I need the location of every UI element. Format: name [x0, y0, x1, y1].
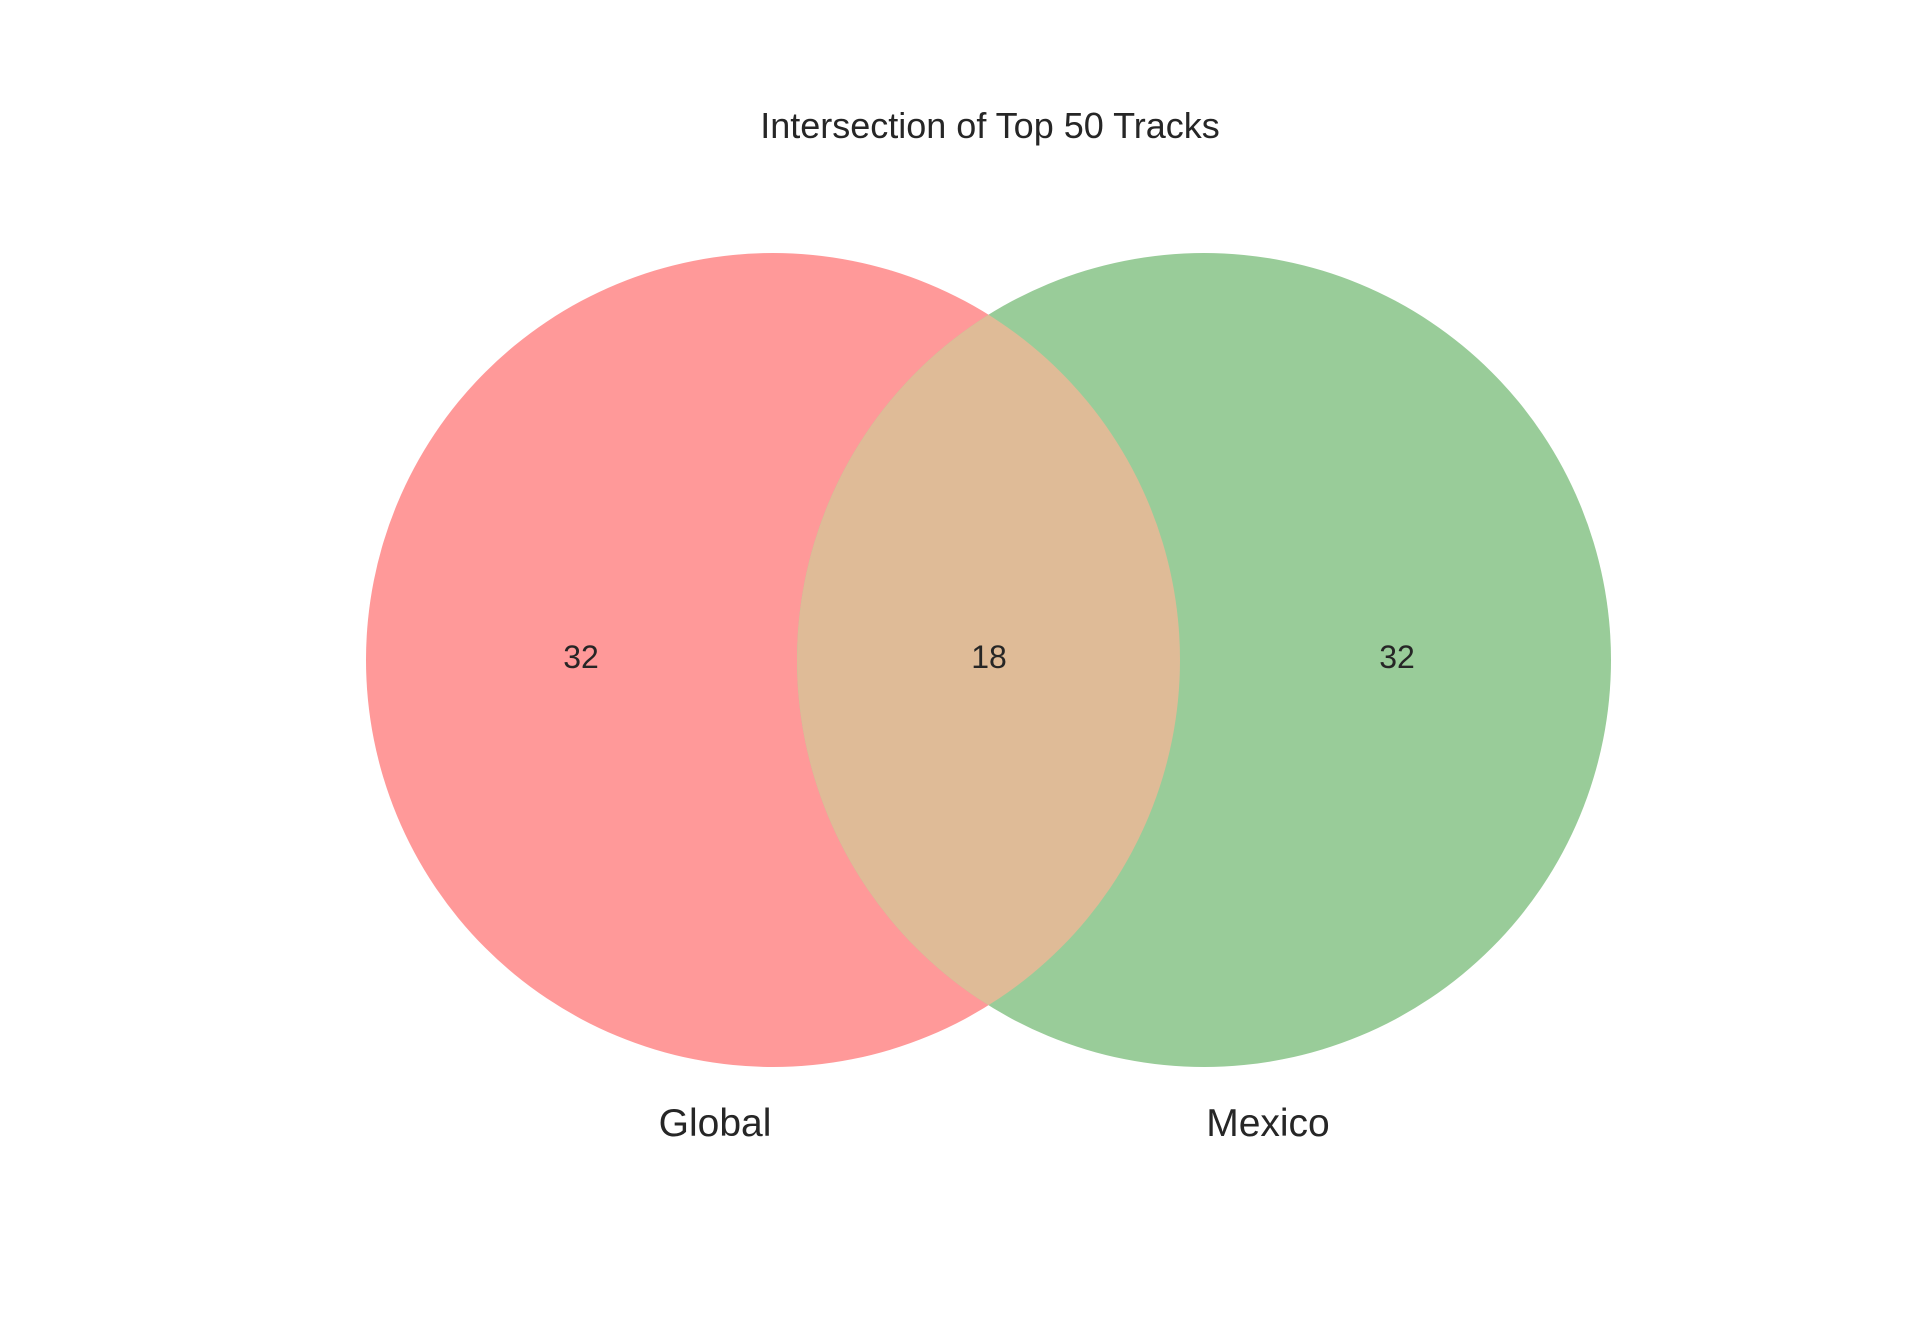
mexico-set-label: Mexico [1206, 1102, 1330, 1145]
global-set-label: Global [659, 1102, 772, 1145]
intersection-region [797, 253, 1180, 1067]
global-only-count: 32 [563, 639, 599, 675]
diagram-title: Intersection of Top 50 Tracks [760, 105, 1220, 146]
mexico-only-count: 32 [1379, 639, 1415, 675]
intersection-count: 18 [971, 639, 1007, 675]
